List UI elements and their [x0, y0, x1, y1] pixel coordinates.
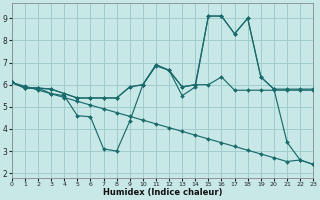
- X-axis label: Humidex (Indice chaleur): Humidex (Indice chaleur): [103, 188, 222, 197]
